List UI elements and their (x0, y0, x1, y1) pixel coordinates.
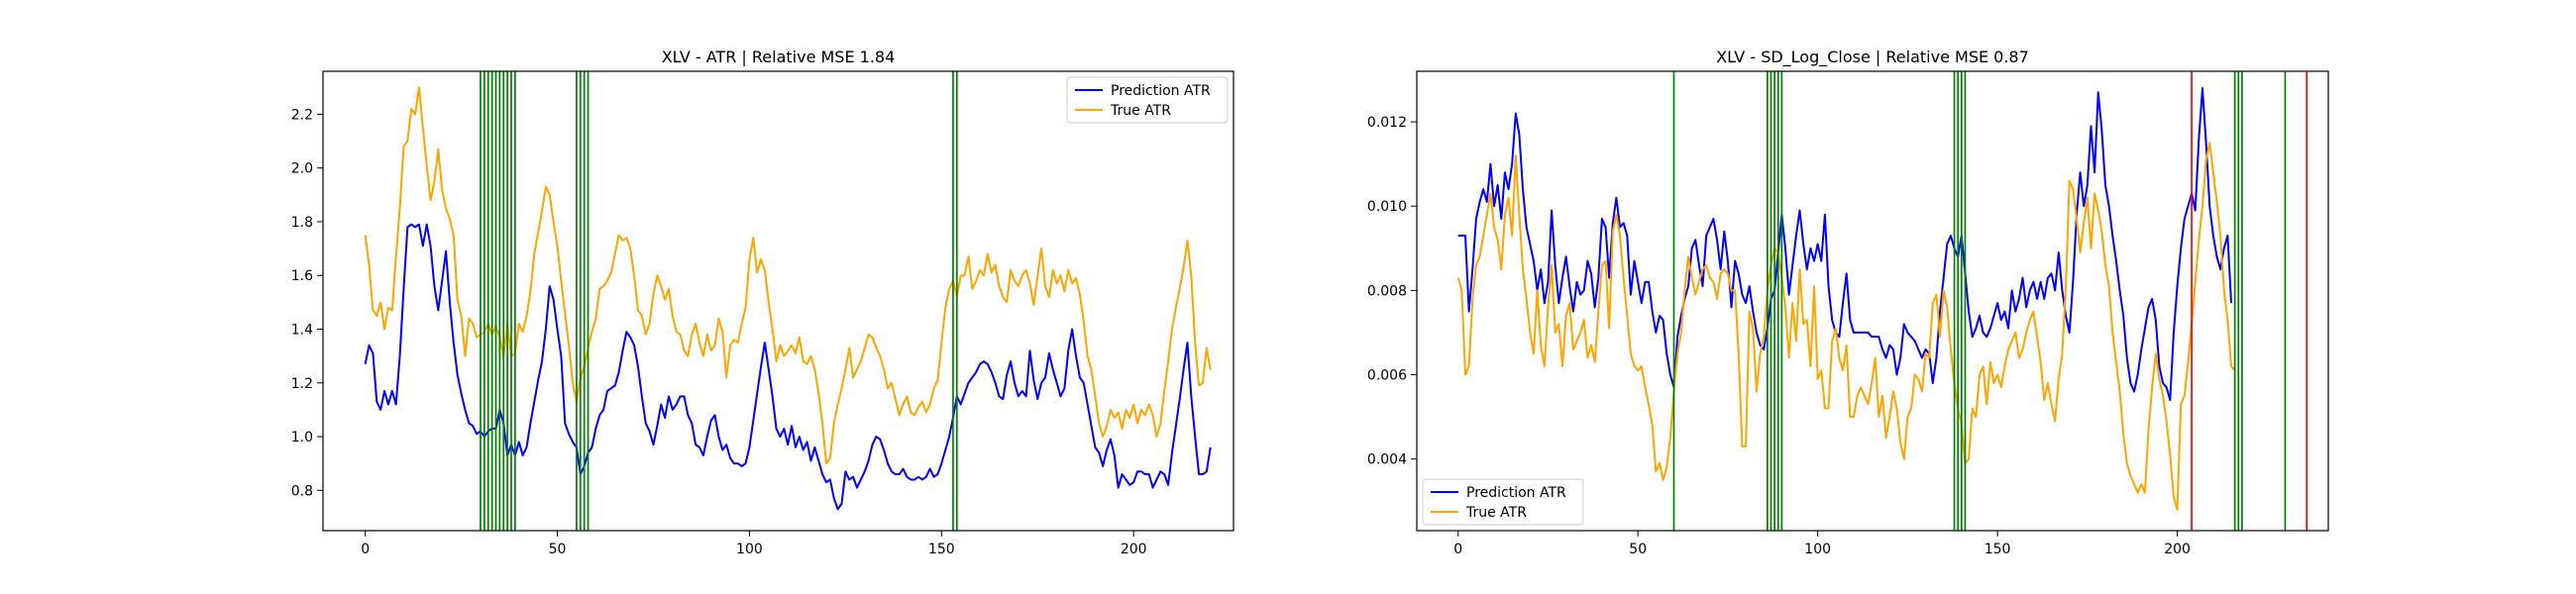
plot-area (323, 71, 1234, 531)
legend: Prediction ATR True ATR (1066, 76, 1229, 124)
series-line-prediction-atr (1457, 87, 2233, 402)
y-tick-label: 1.8 (291, 215, 313, 231)
y-tick-label: 1.4 (291, 322, 313, 338)
vline-group (1672, 71, 2308, 531)
y-tick-label: 0.8 (291, 483, 313, 499)
y-tick-label: 0.008 (1367, 283, 1407, 299)
y-tick-label: 0.004 (1367, 452, 1407, 468)
y-tick-label: 1.0 (291, 430, 313, 446)
x-tick-label: 200 (1121, 542, 1147, 557)
legend-label: True ATR (1465, 505, 1527, 521)
y-tick-label: 1.2 (291, 376, 313, 392)
x-tick-label: 100 (736, 542, 763, 557)
y-tick-label: 1.6 (291, 268, 313, 284)
y-tick-label: 2.0 (291, 161, 313, 177)
series-line-true-atr (1456, 142, 2236, 511)
legend-label: Prediction ATR (1466, 485, 1566, 501)
chart-title: XLV - SD_Log_Close | Relative MSE 0.87 (1716, 48, 2029, 67)
atr-chart: XLV - ATR | Relative MSE 1.84 0 50 100 150 2… (291, 48, 1234, 557)
legend-label: Prediction ATR (1111, 83, 1211, 99)
x-tick-label: 200 (2164, 542, 2191, 557)
series-line-prediction-atr (364, 223, 1212, 511)
legend-box (1422, 478, 1584, 526)
series-group (364, 86, 1212, 511)
x-tick-label: 50 (549, 542, 567, 557)
series-group (1456, 87, 2236, 511)
x-tick-label: 50 (1629, 542, 1647, 557)
sd-log-close-chart: XLV - SD_Log_Close | Relative MSE 0.87 0… (1367, 48, 2329, 557)
legend: Prediction ATR True ATR (1422, 478, 1584, 526)
y-tick-label: 0.012 (1367, 115, 1407, 131)
y-tick-label: 0.006 (1367, 367, 1407, 383)
legend-box (1066, 76, 1229, 124)
vline-group (480, 71, 958, 531)
x-tick-label: 150 (1985, 542, 2011, 557)
plot-frame (322, 70, 1234, 532)
y-tick-label: 2.2 (291, 107, 313, 123)
x-tick-label: 0 (1453, 542, 1462, 557)
series-line-true-atr (364, 86, 1212, 465)
chart-title: XLV - ATR | Relative MSE 1.84 (662, 48, 896, 66)
x-tick-label: 150 (928, 542, 955, 557)
x-tick-label: 0 (361, 542, 370, 557)
y-tick-label: 0.010 (1367, 199, 1407, 215)
x-tick-label: 100 (1804, 542, 1831, 557)
plot-frame (1416, 70, 2329, 532)
legend-label: True ATR (1110, 103, 1171, 119)
